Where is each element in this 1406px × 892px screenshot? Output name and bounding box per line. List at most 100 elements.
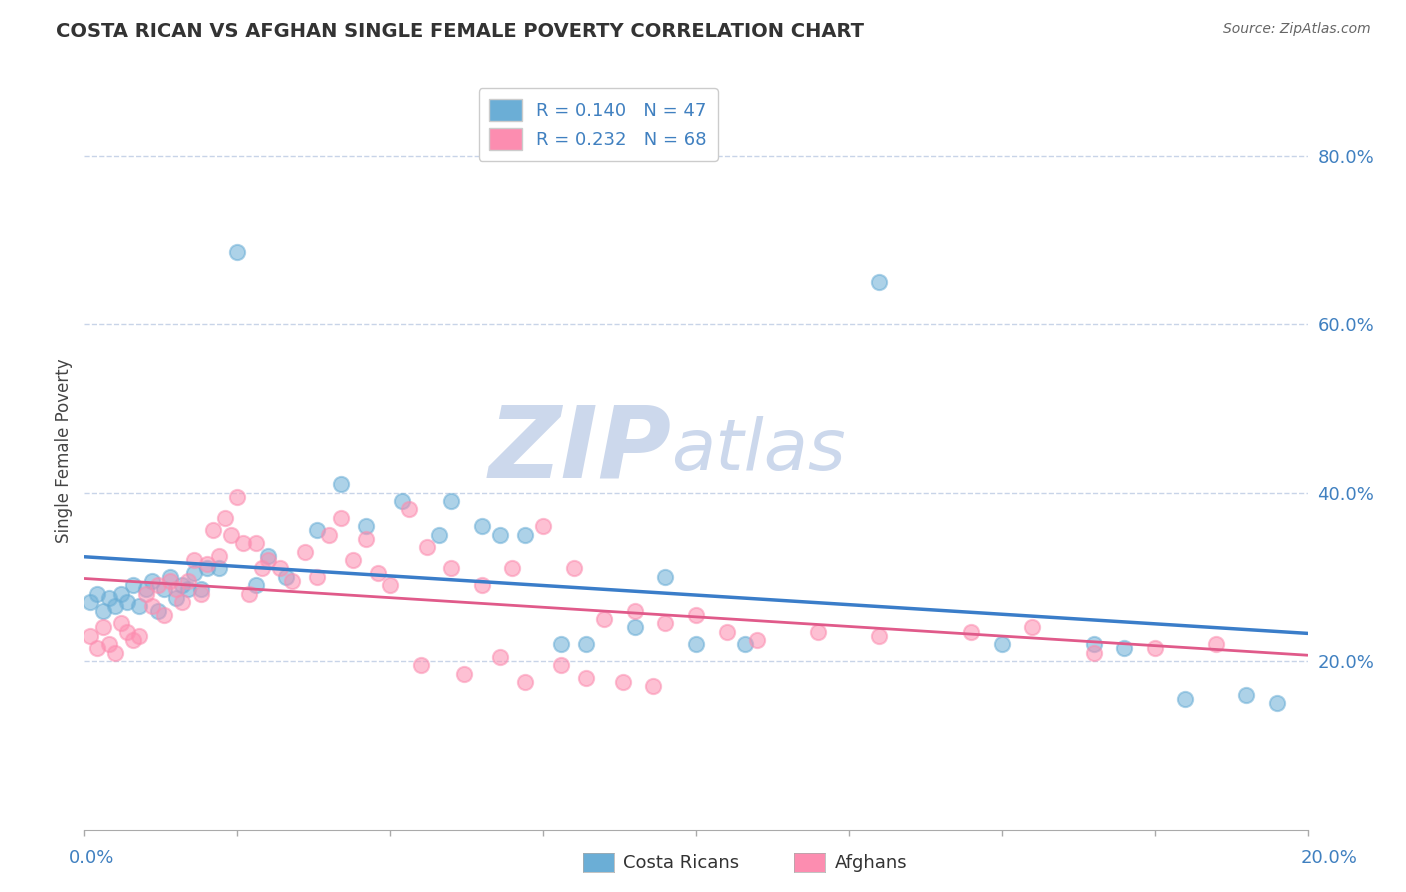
Text: Source: ZipAtlas.com: Source: ZipAtlas.com — [1223, 22, 1371, 37]
Point — [294, 544, 316, 558]
Text: COSTA RICAN VS AFGHAN SINGLE FEMALE POVERTY CORRELATION CHART: COSTA RICAN VS AFGHAN SINGLE FEMALE POVE… — [56, 22, 865, 41]
Point — [135, 582, 157, 597]
Point — [1205, 637, 1227, 651]
Point — [190, 587, 212, 601]
Point — [471, 519, 494, 533]
Point — [79, 629, 101, 643]
Point — [269, 561, 291, 575]
Point — [318, 527, 340, 541]
Point — [367, 566, 389, 580]
Point — [624, 620, 647, 634]
Point — [330, 511, 353, 525]
Point — [226, 490, 249, 504]
Point — [141, 574, 163, 588]
Point — [97, 637, 120, 651]
Point — [128, 629, 150, 643]
Point — [1021, 620, 1043, 634]
Point — [513, 675, 536, 690]
Point — [146, 578, 169, 592]
Point — [214, 511, 236, 525]
Point — [593, 612, 616, 626]
Point — [489, 527, 512, 541]
Point — [440, 494, 463, 508]
Point — [219, 527, 242, 541]
Point — [238, 587, 260, 601]
Point — [190, 582, 212, 597]
Point — [654, 616, 676, 631]
Point — [531, 519, 554, 533]
Point — [226, 245, 249, 260]
Point — [122, 578, 145, 592]
Point — [86, 587, 108, 601]
Point — [257, 549, 280, 563]
Point — [183, 553, 205, 567]
Point — [91, 620, 114, 634]
Point — [391, 494, 413, 508]
Point — [195, 557, 218, 572]
Point — [159, 570, 181, 584]
Point — [427, 527, 450, 541]
Point — [97, 591, 120, 605]
Point — [960, 624, 983, 639]
Point — [685, 607, 707, 622]
Point — [654, 570, 676, 584]
Point — [245, 536, 267, 550]
Point — [159, 574, 181, 588]
Point — [172, 578, 194, 592]
Text: ZIP: ZIP — [488, 402, 672, 499]
Point — [110, 616, 132, 631]
Point — [440, 561, 463, 575]
Point — [165, 591, 187, 605]
Point — [807, 624, 830, 639]
Point — [276, 570, 298, 584]
Point — [716, 624, 738, 639]
Point — [177, 574, 200, 588]
Point — [208, 561, 231, 575]
Point — [172, 595, 194, 609]
Point — [1265, 696, 1288, 710]
Text: 0.0%: 0.0% — [69, 849, 114, 867]
Point — [177, 582, 200, 597]
Point — [281, 574, 304, 588]
Point — [643, 679, 665, 693]
Point — [734, 637, 756, 651]
Point — [416, 541, 439, 555]
Point — [747, 633, 769, 648]
Point — [513, 527, 536, 541]
Point — [489, 649, 512, 664]
Point — [135, 587, 157, 601]
Point — [183, 566, 205, 580]
Point — [624, 603, 647, 617]
Point — [305, 570, 328, 584]
Point — [110, 587, 132, 601]
Point — [257, 553, 280, 567]
Point — [208, 549, 231, 563]
Point — [398, 502, 420, 516]
Point — [153, 582, 176, 597]
Point — [104, 646, 127, 660]
Point — [1143, 641, 1166, 656]
Point — [245, 578, 267, 592]
Point — [575, 671, 598, 685]
Point — [380, 578, 402, 592]
Point — [409, 658, 432, 673]
Point — [612, 675, 634, 690]
Point — [195, 561, 218, 575]
Text: Costa Ricans: Costa Ricans — [623, 854, 740, 871]
Point — [141, 599, 163, 614]
Point — [869, 629, 891, 643]
Point — [91, 603, 114, 617]
Point — [354, 532, 377, 546]
Point — [79, 595, 101, 609]
Point — [305, 524, 328, 538]
Point — [86, 641, 108, 656]
Point — [502, 561, 524, 575]
Point — [153, 607, 176, 622]
Point — [550, 658, 572, 673]
Point — [550, 637, 572, 651]
Point — [232, 536, 254, 550]
Text: 20.0%: 20.0% — [1301, 849, 1357, 867]
Legend: R = 0.140   N = 47, R = 0.232   N = 68: R = 0.140 N = 47, R = 0.232 N = 68 — [478, 88, 717, 161]
Point — [122, 633, 145, 648]
Point — [115, 624, 138, 639]
